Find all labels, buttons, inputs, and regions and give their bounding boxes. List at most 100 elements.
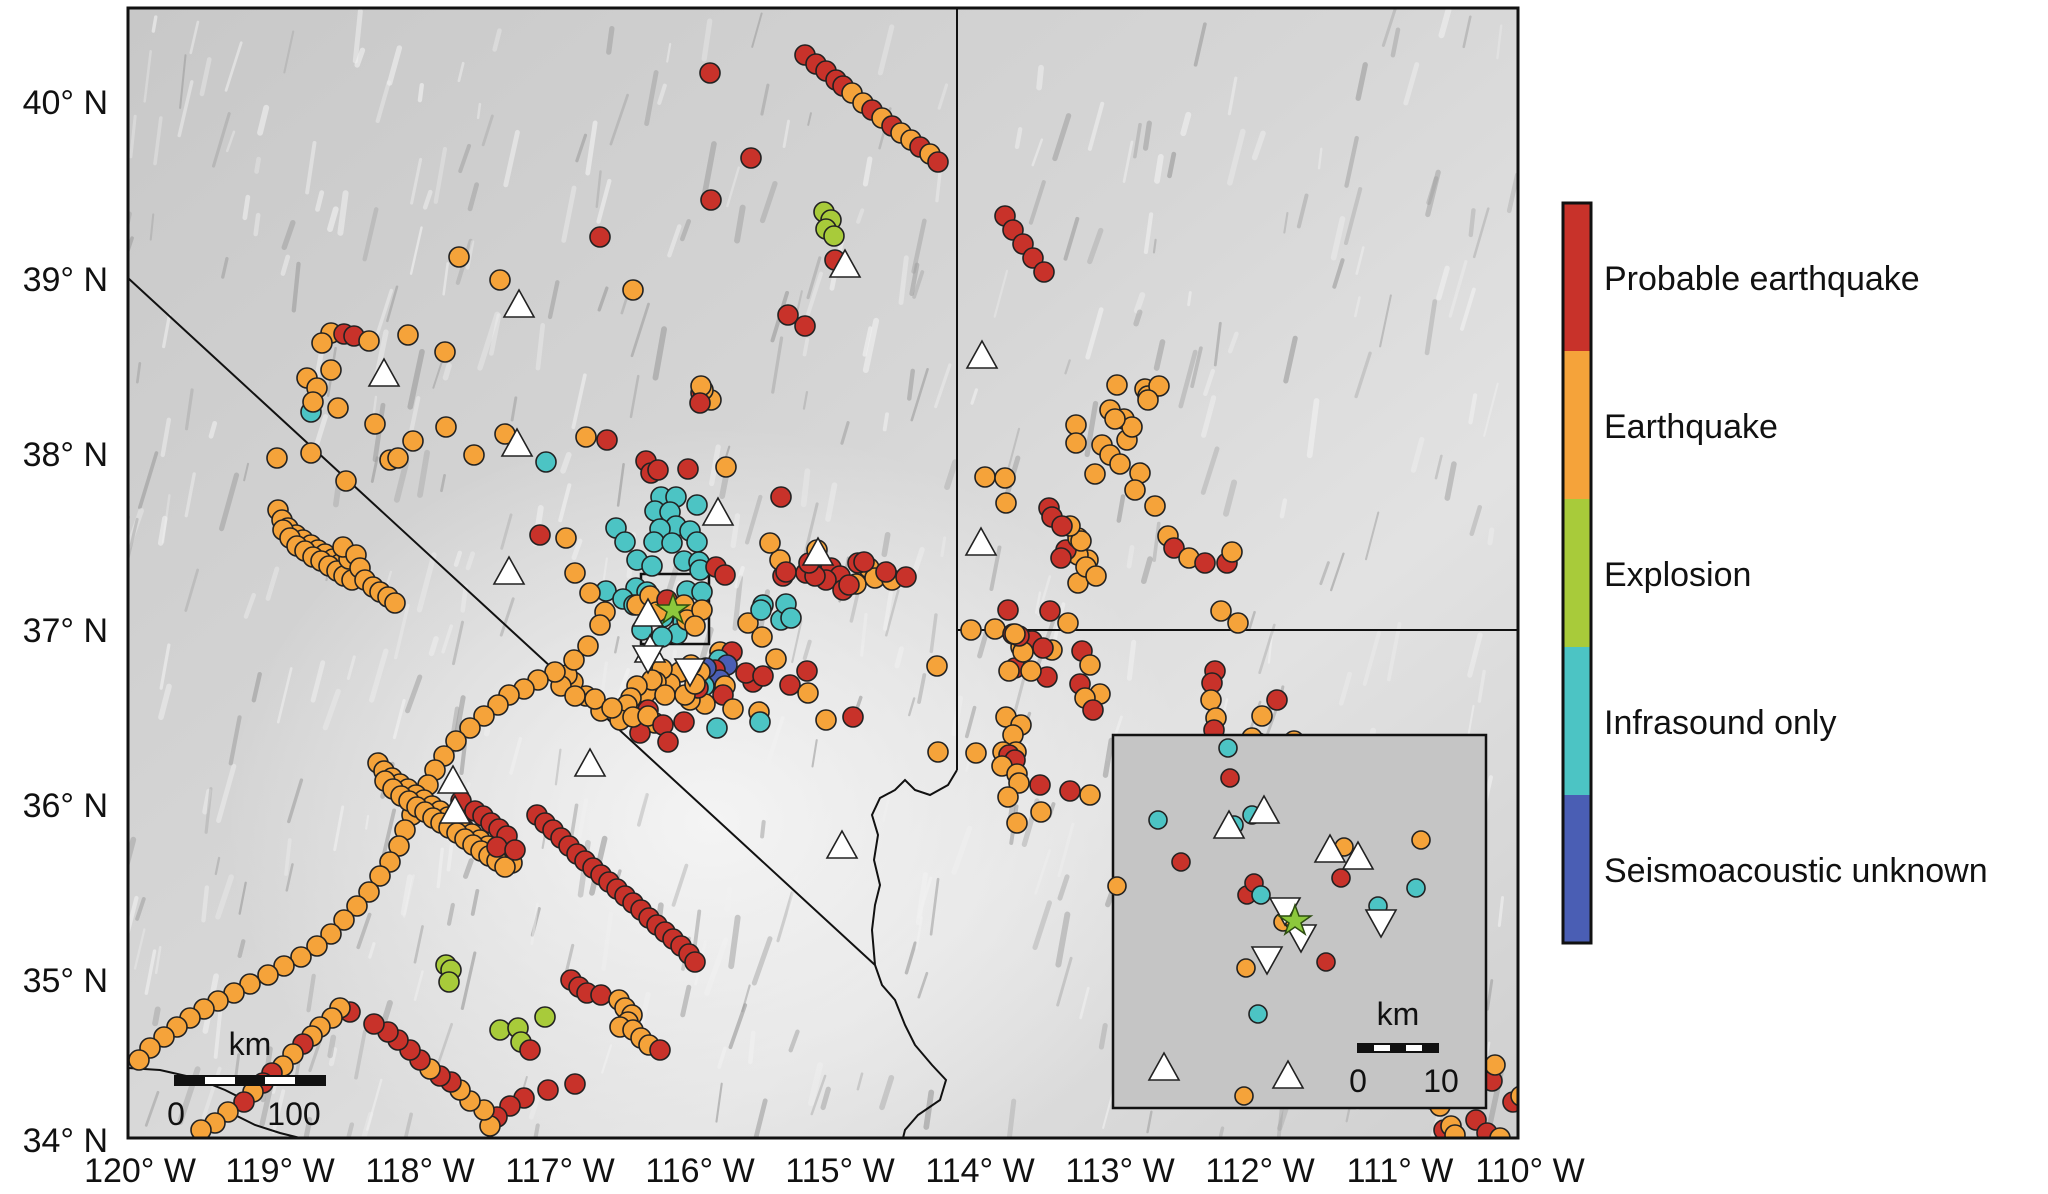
latitude-axis: 40° N 39° N 38° N 37° N 36° N 35° N 34° … (23, 84, 108, 1160)
terrain-ridge (1218, 1126, 1225, 1138)
event-marker (686, 531, 708, 553)
terrain-ridge (989, 545, 1002, 591)
terrain-ridge (776, 891, 794, 943)
inset-panel: km 0 10 (1107, 733, 1488, 1110)
main-scale-end: 100 (267, 1096, 320, 1132)
event-marker (984, 618, 1006, 640)
event-marker (926, 655, 948, 677)
terrain-ridge (1140, 556, 1153, 584)
terrain-ridge (535, 322, 546, 371)
terrain-ridge (1154, 154, 1164, 184)
terrain-ridge (970, 388, 979, 405)
terrain-ridge (595, 170, 602, 208)
terrain-ridge (179, 54, 187, 109)
terrain-ridge (671, 863, 689, 907)
event-marker (537, 1079, 559, 1101)
terrain-ridge (211, 112, 231, 168)
event-marker (358, 330, 380, 352)
terrain-ridge (433, 146, 448, 204)
event-marker (815, 709, 837, 731)
terrain-ridge (629, 374, 640, 419)
terrain-ridge (1057, 822, 1075, 878)
event-marker (434, 341, 456, 363)
terrain-ridge (554, 748, 562, 786)
terrain-ridge (208, 420, 218, 439)
event-marker (1221, 541, 1243, 563)
inset-event-marker (1236, 958, 1256, 978)
terrain-ridge (428, 636, 439, 657)
terrain-ridge (465, 240, 475, 270)
terrain-ridge (666, 43, 672, 63)
terrain-ridge (1338, 671, 1352, 706)
event-marker (489, 1019, 511, 1041)
terrain-ridge (993, 269, 1009, 318)
event-marker (128, 1049, 150, 1071)
event-marker (302, 391, 324, 413)
terrain-ridge (133, 928, 146, 970)
terrain-ridge (908, 697, 916, 717)
terrain-ridge (510, 396, 518, 422)
event-marker (691, 581, 713, 603)
event-marker (459, 717, 481, 739)
terrain-ridge (1330, 552, 1345, 592)
station-marker (964, 526, 998, 556)
event-marker (1050, 547, 1072, 569)
terrain-ridge (253, 212, 261, 237)
terrain-ridge (644, 70, 659, 127)
inset-event-marker (1316, 952, 1336, 972)
event-marker (369, 865, 391, 887)
terrain-ridge (356, 912, 372, 950)
station-markers-main (367, 248, 999, 859)
inset-event-marker (1218, 738, 1238, 758)
terrain-ridge (284, 838, 292, 876)
event-marker (1084, 463, 1106, 485)
terrain-ridge (1381, 8, 1397, 47)
event-marker (997, 599, 1019, 621)
terrain-ridge (709, 444, 721, 487)
main-scale-segment (295, 1076, 325, 1085)
event-marker (997, 786, 1019, 808)
event-marker (486, 836, 508, 858)
terrain-ridge (1487, 527, 1495, 546)
event-marker (737, 612, 759, 634)
lon-tick-label: 110° W (1475, 1152, 1584, 1190)
terrain-ridge (467, 182, 480, 212)
event-marker (673, 711, 695, 733)
event-marker (346, 895, 368, 917)
event-marker (740, 147, 762, 169)
terrain-ridge (129, 114, 137, 159)
lat-tick-label: 40° N (23, 84, 108, 122)
terrain-ridge (560, 451, 572, 474)
inset-event-marker (1251, 885, 1271, 905)
legend-swatch-earthquake (1563, 351, 1591, 499)
terrain-ridge (1227, 331, 1239, 354)
terrain-ridge (327, 1034, 337, 1059)
main-scale-start: 0 (167, 1096, 185, 1132)
terrain-ridge (856, 1072, 864, 1091)
station-marker (502, 288, 536, 318)
inset-event-marker (1107, 876, 1127, 896)
terrain-ridge (368, 942, 376, 959)
event-marker (751, 626, 773, 648)
terrain-ridge (1152, 521, 1161, 562)
terrain-ridge (602, 557, 608, 583)
terrain-ridge (1064, 359, 1071, 375)
terrain-ridge (481, 114, 494, 147)
event-marker (1051, 515, 1073, 537)
terrain-ridge (459, 741, 467, 776)
terrain-ridge (135, 362, 142, 384)
terrain-ridge (224, 41, 243, 92)
terrain-ridge (1386, 622, 1402, 682)
terrain-ridge (370, 456, 379, 483)
lon-tick-label: 119° W (225, 1152, 334, 1190)
terrain-ridge (1227, 128, 1246, 186)
terrain-ridge (533, 1123, 540, 1138)
terrain-ridge (667, 224, 682, 258)
terrain-ridge (881, 531, 891, 558)
inset-event-marker (1171, 852, 1191, 872)
terrain-ridge (811, 739, 818, 768)
terrain-ridge (1283, 212, 1289, 234)
terrain-ridge (964, 705, 977, 739)
event-marker (1029, 774, 1051, 796)
terrain-ridge (128, 507, 144, 550)
